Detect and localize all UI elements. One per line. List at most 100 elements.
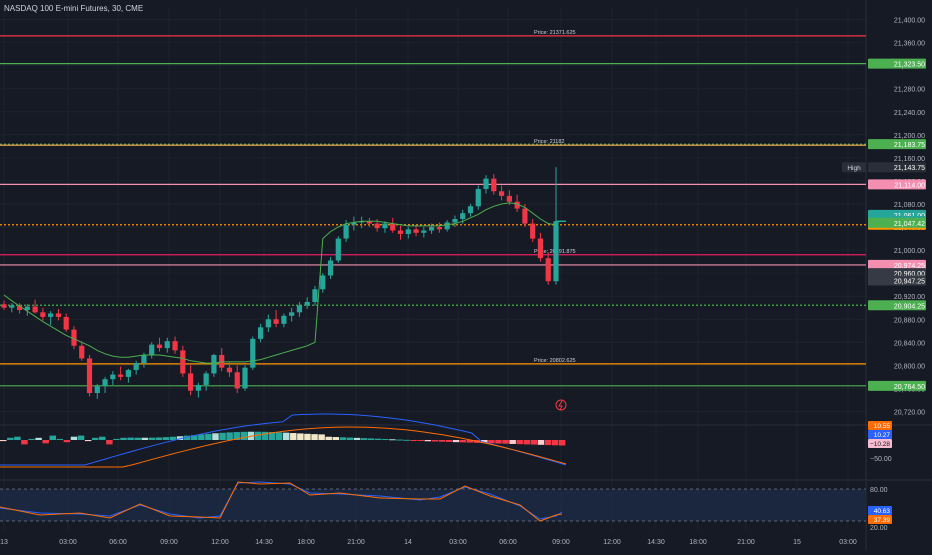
macd-histogram-bar xyxy=(254,431,262,440)
macd-histogram-bar xyxy=(530,440,538,445)
candle-body xyxy=(498,191,505,196)
level-badge xyxy=(868,139,926,150)
macd-histogram-bar xyxy=(516,440,523,445)
y-tick-label: 20,920.00 xyxy=(894,294,925,301)
candle-body xyxy=(429,227,435,231)
candle-body xyxy=(374,223,380,229)
x-tick-label: 18:00 xyxy=(689,539,707,546)
candle-body xyxy=(537,238,544,259)
macd-histogram-bar xyxy=(77,435,85,440)
macd-histogram-bar xyxy=(558,440,566,446)
macd-histogram-bar xyxy=(84,440,92,442)
candle-body xyxy=(63,316,69,330)
x-tick-label: 03:00 xyxy=(59,539,77,546)
candle-body xyxy=(545,258,551,282)
macd-histogram-bar xyxy=(290,433,297,440)
level-badge-text: 21,323.50 xyxy=(894,62,925,69)
candle-body xyxy=(491,178,497,192)
macd-histogram-bar xyxy=(233,432,240,440)
candle-body xyxy=(9,305,15,308)
y-tick-label: 21,280.00 xyxy=(894,87,925,94)
candle-body xyxy=(530,223,536,239)
macd-histogram-bar xyxy=(304,433,311,440)
price-badge-prefix-bg xyxy=(842,162,866,173)
macd-histogram-bar xyxy=(332,437,339,440)
macd-histogram-bar xyxy=(7,437,14,440)
candle-body xyxy=(273,319,279,324)
candle-body xyxy=(187,373,194,391)
macd-histogram-bar xyxy=(367,438,375,440)
candle-body xyxy=(452,218,458,223)
macd-histogram-bar xyxy=(445,440,453,442)
alert-icon xyxy=(555,399,567,411)
x-tick-label: 21:00 xyxy=(347,539,365,546)
macd-histogram-bar xyxy=(99,436,106,440)
stoch-value-badge xyxy=(868,515,892,524)
lightning-icon xyxy=(558,400,563,411)
macd-histogram-bar xyxy=(297,433,304,440)
macd-value-text: 10.55 xyxy=(874,423,891,430)
candle-body xyxy=(195,384,201,391)
macd-histogram-bar xyxy=(502,440,509,444)
candle-body xyxy=(16,305,23,311)
x-tick-label: 21:00 xyxy=(737,539,755,546)
macd-histogram-bar xyxy=(523,440,531,445)
level-badge xyxy=(868,259,926,270)
macd-histogram-bar xyxy=(488,440,495,444)
candle-body xyxy=(281,315,287,324)
candle-body xyxy=(125,369,131,377)
candle-body xyxy=(351,222,357,225)
candle-body xyxy=(483,178,489,189)
candle-body xyxy=(118,374,124,377)
x-tick-label: 13 xyxy=(0,539,8,546)
macd-histogram-bar xyxy=(155,437,163,440)
price-badge-prefix: High xyxy=(847,165,861,172)
candle-body xyxy=(413,229,419,233)
y-tick-label: 20,880.00 xyxy=(894,317,925,324)
macd-value-badge xyxy=(868,421,892,430)
macd-histogram-bar xyxy=(183,435,191,440)
y-tick-label: 21,160.00 xyxy=(894,156,925,163)
candle-body xyxy=(234,372,240,389)
stoch-band xyxy=(0,489,866,521)
macd-histogram-bar xyxy=(459,440,467,443)
macd-histogram-bar xyxy=(311,434,318,440)
macd-histogram-bar xyxy=(28,438,35,440)
price-badge-text: 20,947.25 xyxy=(894,278,925,285)
level-badge-text: 21,114.00 xyxy=(894,182,925,189)
candle-body xyxy=(436,227,442,230)
candle-body xyxy=(164,341,170,349)
macd-histogram-bar xyxy=(261,431,269,440)
macd-histogram-bar xyxy=(382,438,389,440)
candle-body xyxy=(219,354,225,368)
candle-body xyxy=(265,319,271,328)
macd-histogram-bar xyxy=(318,434,325,440)
price-badge-text: 21,047.42 xyxy=(894,221,925,228)
candle-body xyxy=(289,312,295,316)
macd-histogram-bar xyxy=(148,437,156,440)
macd-value-text: 10.27 xyxy=(874,432,891,439)
macd-signal-line xyxy=(0,426,567,468)
macd-histogram-bar xyxy=(219,432,226,440)
candle-body xyxy=(304,301,310,306)
candle-body xyxy=(382,223,388,229)
macd-histogram-bar xyxy=(91,437,99,440)
candle-body xyxy=(79,345,85,359)
x-tick-label: 14:30 xyxy=(255,539,273,546)
macd-histogram-bar xyxy=(551,440,559,446)
macd-histogram-bar xyxy=(410,440,417,441)
stoch-value-text: 40.63 xyxy=(874,508,891,515)
candle-body xyxy=(514,201,520,209)
candle-body xyxy=(242,367,248,389)
macd-line xyxy=(0,413,567,466)
candle-body xyxy=(421,230,427,233)
candle-body xyxy=(211,354,217,374)
macd-axis-label: −50.00 xyxy=(870,456,892,463)
macd-histogram-bar xyxy=(240,431,248,440)
y-tick-label: 21,400.00 xyxy=(894,18,925,25)
macd-histogram-bar xyxy=(544,440,552,446)
macd-histogram-bar xyxy=(0,440,7,442)
macd-histogram-bar xyxy=(481,440,488,444)
macd-histogram-bar xyxy=(417,440,424,441)
